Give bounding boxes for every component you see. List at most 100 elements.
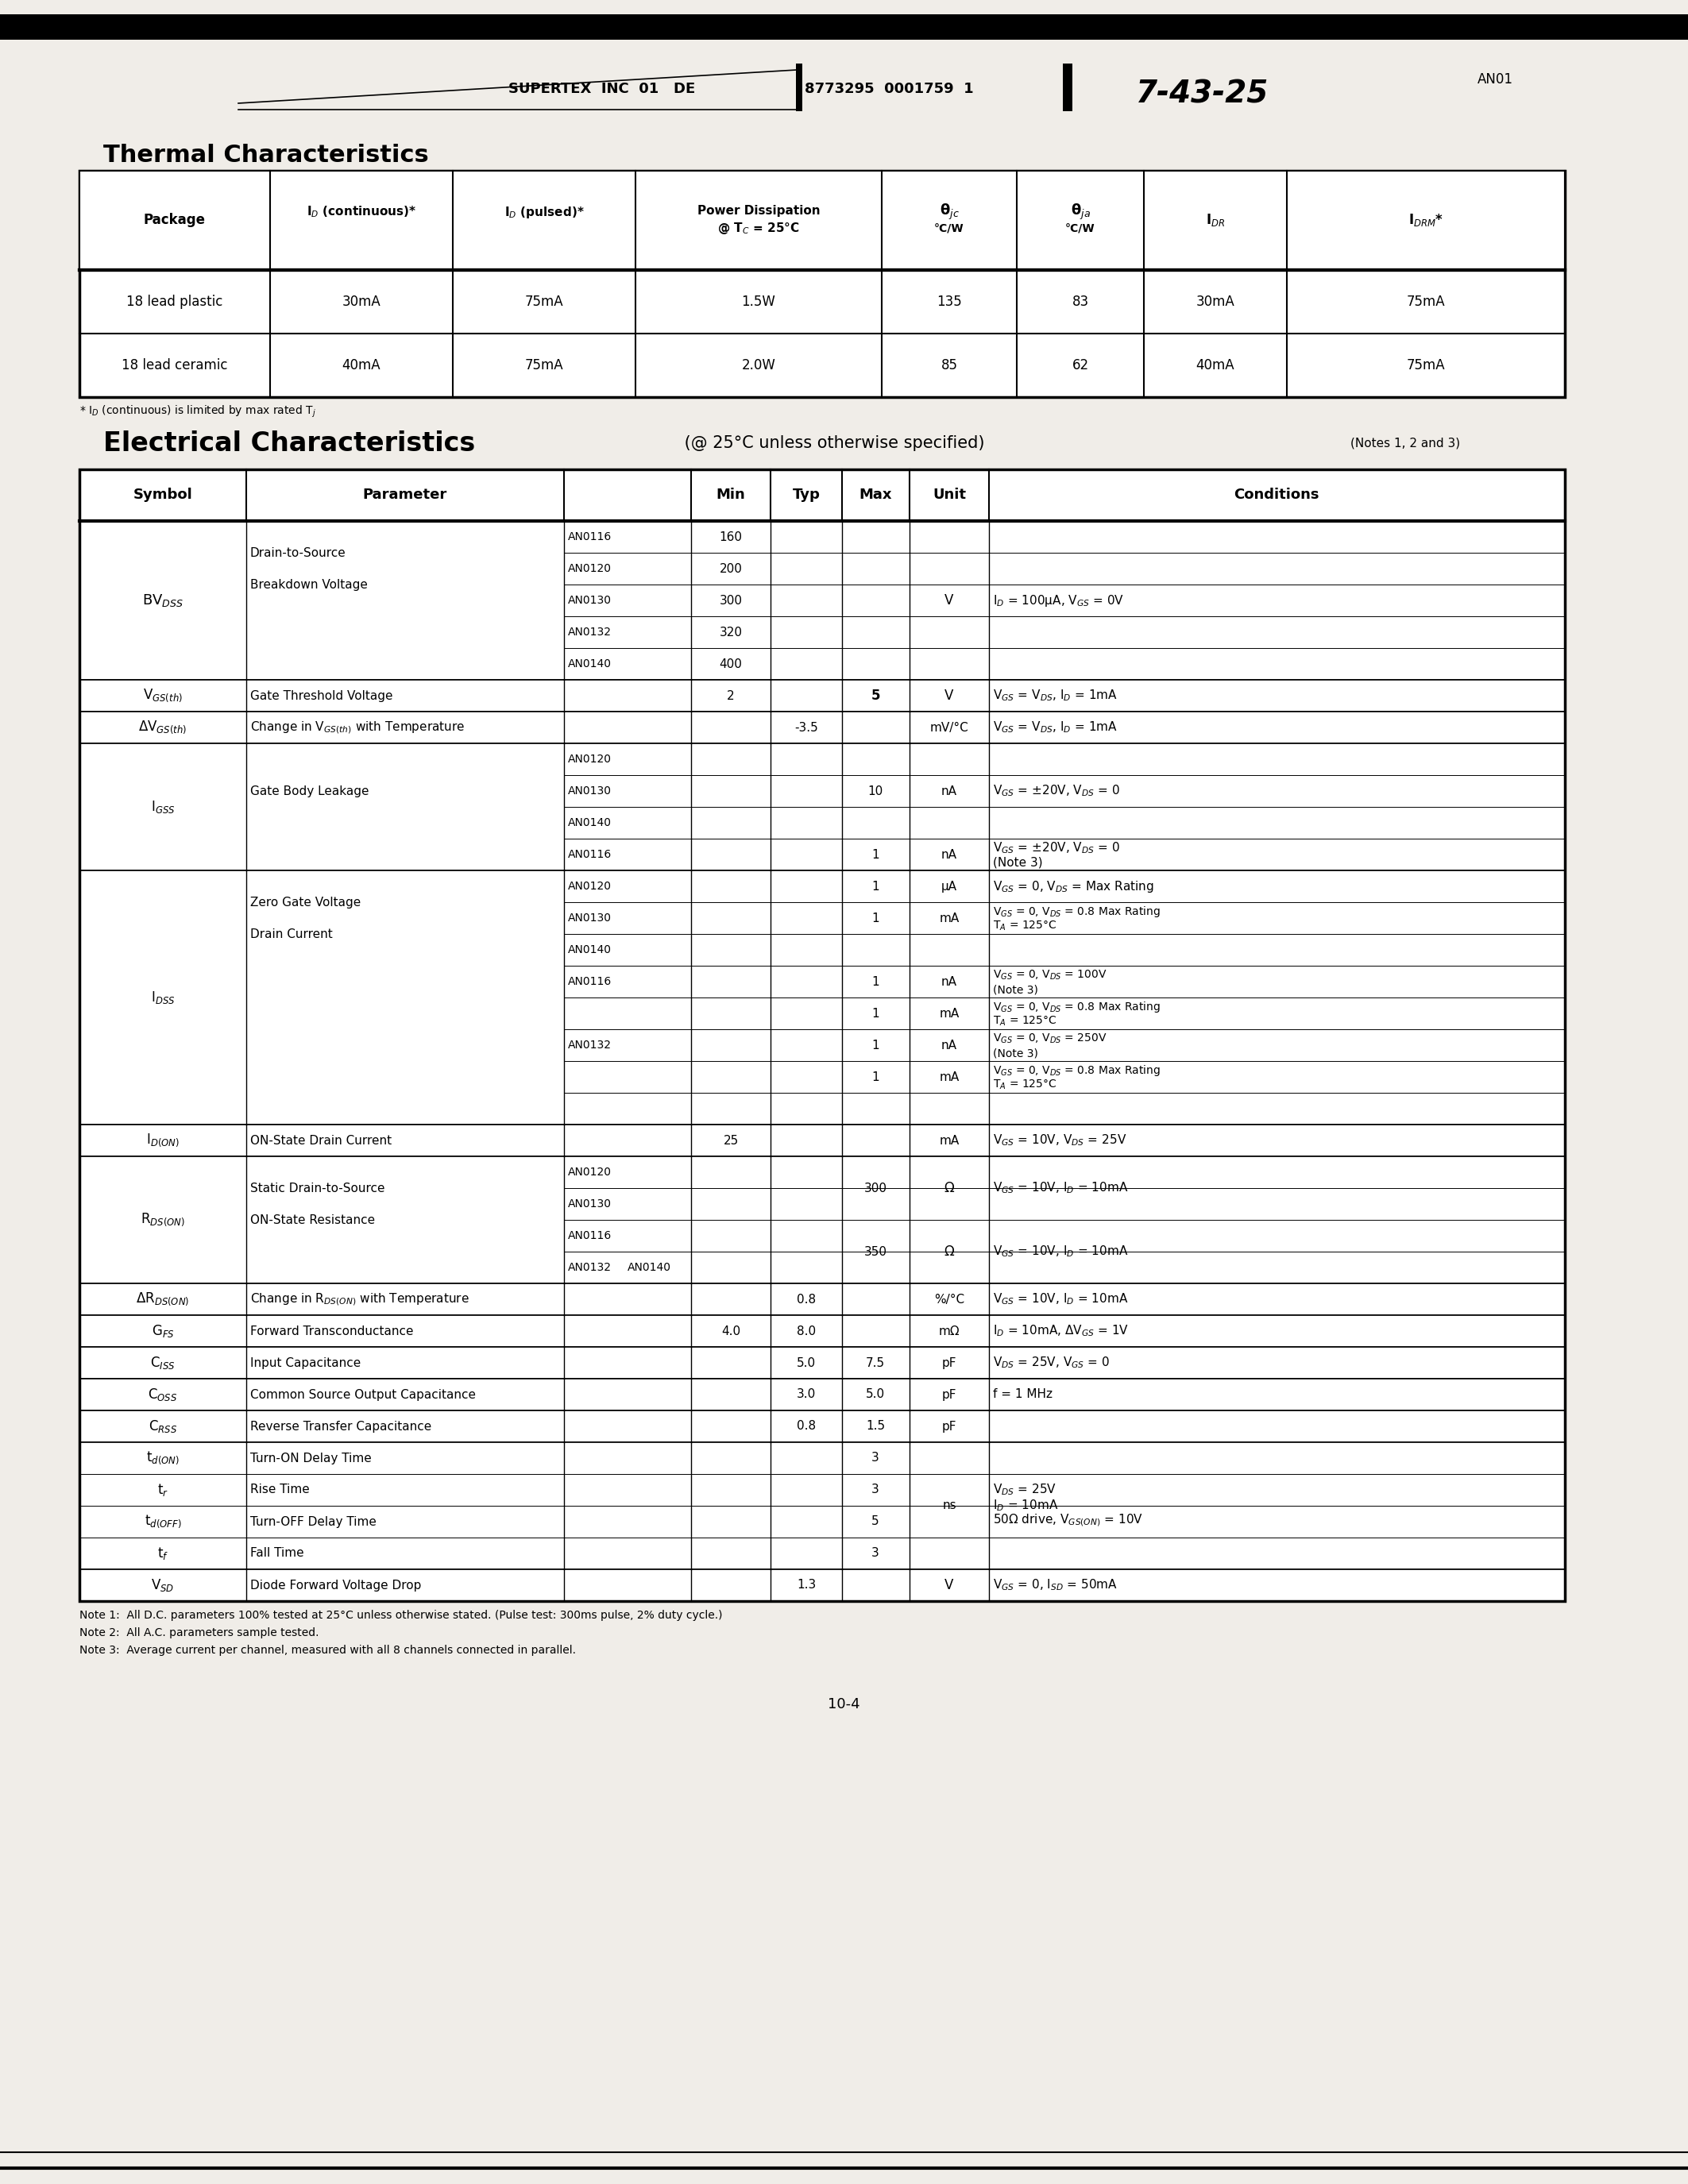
Text: 85: 85 <box>940 358 957 373</box>
Text: °C/W: °C/W <box>1065 223 1096 234</box>
Text: AN0132: AN0132 <box>567 1262 611 1273</box>
Text: Breakdown Voltage: Breakdown Voltage <box>250 579 368 590</box>
Text: mA: mA <box>939 913 959 924</box>
Text: Thermal Characteristics: Thermal Characteristics <box>103 144 429 166</box>
Text: 1: 1 <box>871 880 879 893</box>
Text: t$_r$: t$_r$ <box>157 1483 169 1498</box>
Text: V$_{GS}$ = 0, V$_{DS}$ = Max Rating: V$_{GS}$ = 0, V$_{DS}$ = Max Rating <box>993 878 1155 893</box>
Text: 1.5W: 1.5W <box>741 295 776 308</box>
Text: AN0140: AN0140 <box>567 817 611 828</box>
Text: V$_{GS}$ = 0, V$_{DS}$ = 0.8 Max Rating: V$_{GS}$ = 0, V$_{DS}$ = 0.8 Max Rating <box>993 904 1160 919</box>
Bar <box>79 1570 1565 1601</box>
Text: Forward Transconductance: Forward Transconductance <box>250 1326 414 1337</box>
Text: 135: 135 <box>937 295 962 308</box>
Text: V$_{GS}$ = 10V, I$_D$ = 10mA: V$_{GS}$ = 10V, I$_D$ = 10mA <box>993 1245 1128 1258</box>
Text: V: V <box>945 594 954 607</box>
Text: Electrical Characteristics: Electrical Characteristics <box>103 430 476 456</box>
Bar <box>79 1441 1565 1570</box>
Text: V$_{GS}$ = 10V, V$_{DS}$ = 25V: V$_{GS}$ = 10V, V$_{DS}$ = 25V <box>993 1133 1126 1149</box>
Text: V$_{GS}$ = 0, V$_{DS}$ = 0.8 Max Rating: V$_{GS}$ = 0, V$_{DS}$ = 0.8 Max Rating <box>993 1000 1160 1013</box>
Text: θ$_{jc}$: θ$_{jc}$ <box>940 203 959 221</box>
Bar <box>79 1378 1565 1411</box>
Text: t$_{d(ON)}$: t$_{d(ON)}$ <box>147 1450 179 1465</box>
Text: V$_{GS}$ = 0, V$_{DS}$ = 100V: V$_{GS}$ = 0, V$_{DS}$ = 100V <box>993 970 1107 983</box>
Text: BV$_{DSS}$: BV$_{DSS}$ <box>142 592 184 609</box>
Text: 320: 320 <box>719 627 743 638</box>
Text: Drain-to-Source: Drain-to-Source <box>250 546 346 559</box>
Text: t$_{d(OFF)}$: t$_{d(OFF)}$ <box>143 1514 181 1529</box>
Text: V$_{GS}$ = ±20V, V$_{DS}$ = 0: V$_{GS}$ = ±20V, V$_{DS}$ = 0 <box>993 841 1121 856</box>
Text: AN0116: AN0116 <box>567 850 611 860</box>
Text: (Note 3): (Note 3) <box>993 985 1038 996</box>
Bar <box>79 170 1565 271</box>
Text: (Note 3): (Note 3) <box>993 856 1043 869</box>
Text: AN0140: AN0140 <box>567 943 611 954</box>
Text: T$_A$ = 125°C: T$_A$ = 125°C <box>993 1079 1057 1092</box>
Bar <box>79 1284 1565 1315</box>
Text: Rise Time: Rise Time <box>250 1483 309 1496</box>
Bar <box>1063 63 1072 111</box>
Text: Note 3:  Average current per channel, measured with all 8 channels connected in : Note 3: Average current per channel, mea… <box>79 1645 576 1655</box>
Text: 8.0: 8.0 <box>797 1326 815 1337</box>
Text: Static Drain-to-Source: Static Drain-to-Source <box>250 1182 385 1195</box>
Text: V$_{DS}$ = 25V: V$_{DS}$ = 25V <box>993 1483 1057 1498</box>
Text: V$_{GS}$ = V$_{DS}$, I$_D$ = 1mA: V$_{GS}$ = V$_{DS}$, I$_D$ = 1mA <box>993 721 1117 734</box>
Text: Zero Gate Voltage: Zero Gate Voltage <box>250 895 361 909</box>
Text: 1: 1 <box>871 850 879 860</box>
Text: 1.3: 1.3 <box>797 1579 815 1592</box>
Text: 3.0: 3.0 <box>797 1389 815 1400</box>
Text: Change in V$_{GS(th)}$ with Temperature: Change in V$_{GS(th)}$ with Temperature <box>250 721 464 736</box>
Text: Drain Current: Drain Current <box>250 928 333 939</box>
Text: T$_A$ = 125°C: T$_A$ = 125°C <box>993 919 1057 933</box>
Text: Common Source Output Capacitance: Common Source Output Capacitance <box>250 1389 476 1400</box>
Text: Input Capacitance: Input Capacitance <box>250 1356 361 1369</box>
Text: I$_D$ = 100µA, V$_{GS}$ = 0V: I$_D$ = 100µA, V$_{GS}$ = 0V <box>993 592 1124 607</box>
Bar <box>79 470 1565 1601</box>
Text: AN0120: AN0120 <box>567 880 611 891</box>
Text: Symbol: Symbol <box>133 487 192 502</box>
Text: AN0130: AN0130 <box>567 594 611 605</box>
Text: 7.5: 7.5 <box>866 1356 885 1369</box>
Text: 62: 62 <box>1072 358 1089 373</box>
Text: V$_{SD}$: V$_{SD}$ <box>152 1577 174 1592</box>
Text: ON-State Resistance: ON-State Resistance <box>250 1214 375 1225</box>
Text: Max: Max <box>859 487 891 502</box>
Text: 18 lead ceramic: 18 lead ceramic <box>122 358 228 373</box>
Text: AN0132: AN0132 <box>567 1040 611 1051</box>
Text: Gate Body Leakage: Gate Body Leakage <box>250 784 370 797</box>
Text: mA: mA <box>939 1133 959 1147</box>
Text: V$_{GS}$ = V$_{DS}$, I$_D$ = 1mA: V$_{GS}$ = V$_{DS}$, I$_D$ = 1mA <box>993 688 1117 703</box>
Text: 5.0: 5.0 <box>866 1389 885 1400</box>
Text: AN0116: AN0116 <box>567 531 611 542</box>
Text: 10: 10 <box>868 784 883 797</box>
Text: AN0120: AN0120 <box>567 753 611 764</box>
Text: µA: µA <box>942 880 957 893</box>
Text: R$_{DS(ON)}$: R$_{DS(ON)}$ <box>140 1212 186 1227</box>
Text: AN0130: AN0130 <box>567 786 611 797</box>
Text: V$_{GS}$ = 10V, I$_D$ = 10mA: V$_{GS}$ = 10V, I$_D$ = 10mA <box>993 1182 1128 1195</box>
Text: Conditions: Conditions <box>1234 487 1320 502</box>
Text: Min: Min <box>716 487 746 502</box>
Bar <box>79 871 1565 1125</box>
Text: * I$_D$ (continuous) is limited by max rated T$_j$: * I$_D$ (continuous) is limited by max r… <box>79 404 316 419</box>
Text: mA: mA <box>939 1070 959 1083</box>
Text: 18 lead plastic: 18 lead plastic <box>127 295 223 308</box>
Text: 30mA: 30mA <box>1197 295 1234 308</box>
Text: G$_{FS}$: G$_{FS}$ <box>152 1324 174 1339</box>
Text: V$_{GS}$ = 0, V$_{DS}$ = 250V: V$_{GS}$ = 0, V$_{DS}$ = 250V <box>993 1033 1107 1046</box>
Text: θ$_{ja}$: θ$_{ja}$ <box>1070 203 1090 221</box>
Text: mV/°C: mV/°C <box>930 721 969 734</box>
Text: I$_D$ = 10mA: I$_D$ = 10mA <box>993 1498 1058 1514</box>
Text: 25: 25 <box>722 1133 738 1147</box>
Text: Ω: Ω <box>944 1245 954 1258</box>
Text: Unit: Unit <box>932 487 966 502</box>
Text: V$_{GS}$ = 10V, I$_D$ = 10mA: V$_{GS}$ = 10V, I$_D$ = 10mA <box>993 1293 1128 1306</box>
Text: AN0140: AN0140 <box>567 657 611 670</box>
Bar <box>79 1125 1565 1155</box>
Text: nA: nA <box>942 1040 957 1051</box>
Text: 160: 160 <box>719 531 743 544</box>
Text: 1: 1 <box>871 1070 879 1083</box>
Bar <box>79 1315 1565 1348</box>
Text: 8773295  0001759  1: 8773295 0001759 1 <box>805 81 974 96</box>
Text: 350: 350 <box>864 1245 886 1258</box>
